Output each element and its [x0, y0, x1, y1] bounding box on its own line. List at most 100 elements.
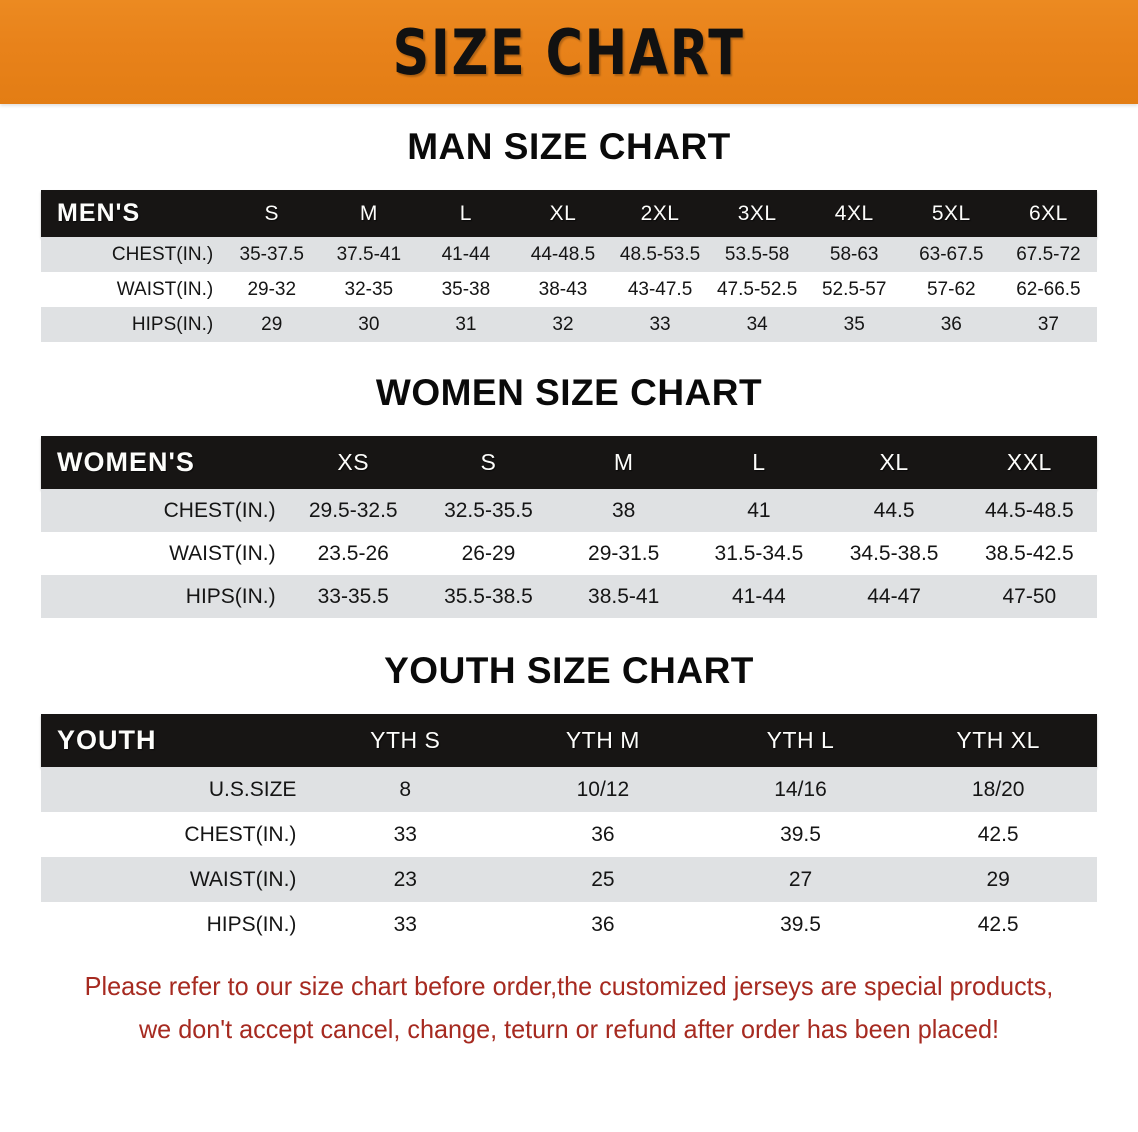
man-measure-value: 53.5-58 [724, 243, 790, 265]
women-measure-value: 38.5-42.5 [984, 541, 1074, 565]
table-row: WAIST(IN.) 23 25 27 29 [41, 857, 1097, 902]
women-measure-value: 38.5-41 [588, 584, 660, 608]
youth-measure-value: 27 [788, 867, 813, 891]
women-row-header-label: WOMEN'S [57, 447, 195, 477]
man-section-title: MAN SIZE CHART [407, 126, 731, 167]
table-row: CHEST(IN.) 29.5-32.5 32.5-35.5 38 41 44.5 44.5… [41, 489, 1097, 532]
man-header-row: MEN'S S M L XL 2XL 3XL 4XL 5XL 6XL [41, 190, 1097, 237]
youth-measure-value: 39.5 [780, 912, 821, 936]
table-row: WAIST(IN.) 29-32 32-35 35-38 38-43 43-47.5 47.… [41, 272, 1097, 307]
disclaimer-line-2: we don't accept cancel, change, teturn o… [138, 1013, 1000, 1044]
table-row: CHEST(IN.) 33 36 39.5 42.5 [41, 812, 1097, 857]
women-measure-value: 23.5-26 [317, 541, 389, 565]
youth-measure-value: 14/16 [774, 777, 827, 801]
youth-measure-value: 36 [591, 822, 615, 846]
man-measure-label: HIPS(IN.) [131, 313, 214, 335]
man-measure-value: 58-63 [829, 243, 879, 265]
youth-section-title: YOUTH SIZE CHART [384, 650, 754, 691]
youth-measure-value: 33 [393, 912, 417, 936]
man-measure-value: 30 [358, 313, 380, 335]
man-measure-label: WAIST(IN.) [116, 278, 214, 300]
page-title: SIZE CHART [393, 15, 745, 89]
women-measure-value: 29.5-32.5 [308, 498, 398, 522]
women-measure-value: 33-35.5 [317, 584, 389, 608]
women-measure-value: 38 [611, 498, 636, 522]
women-measure-value: 41-44 [732, 584, 786, 608]
man-size-column-header: 2XL [640, 201, 680, 225]
youth-measure-label: WAIST(IN.) [189, 867, 297, 891]
youth-table-head: YOUTH YTH S YTH M YTH L YTH XL [41, 714, 1097, 767]
youth-table-body: U.S.SIZE 8 10/12 14/16 18/20 CHEST(IN.) 33 36 39… [41, 767, 1097, 947]
women-measure-value: 35.5-38.5 [444, 584, 533, 608]
youth-measure-value: 25 [591, 867, 615, 891]
man-size-column-header: 4XL [834, 201, 874, 225]
man-size-table: MEN'S S M L XL 2XL 3XL 4XL 5XL 6XL CHEST(IN.) 35-3… [41, 190, 1097, 342]
youth-measure-label: U.S.SIZE [208, 777, 297, 801]
man-size-column-header: 3XL [737, 201, 777, 225]
youth-row-header-label: YOUTH [57, 725, 157, 755]
women-measure-value: 34.5-38.5 [849, 541, 939, 565]
man-measure-value: 52.5-57 [821, 278, 887, 300]
table-row: CHEST(IN.) 35-37.5 37.5-41 41-44 44-48.5 48.5… [41, 237, 1097, 272]
man-measure-value: 44-48.5 [530, 243, 596, 265]
man-measure-label: CHEST(IN.) [111, 243, 214, 265]
man-measure-value: 41-44 [441, 243, 491, 265]
youth-header-row: YOUTH YTH S YTH M YTH L YTH XL [41, 714, 1097, 767]
women-size-chart: WOMEN'S XS S M L XL XXL CHEST(IN.) 29.5-32.5 32.… [41, 436, 1097, 618]
women-measure-value: 47-50 [1002, 584, 1057, 608]
man-size-column-header: 5XL [931, 201, 971, 225]
man-table-body: CHEST(IN.) 35-37.5 37.5-41 41-44 44-48.5 48.5… [41, 237, 1097, 342]
man-measure-value: 31 [455, 313, 477, 335]
women-measure-value: 44-47 [867, 584, 921, 608]
youth-size-column-header: YTH XL [956, 727, 1040, 753]
youth-measure-value: 42.5 [977, 822, 1019, 846]
youth-size-column-header: YTH L [766, 727, 835, 753]
man-measure-value: 63-67.5 [919, 243, 984, 265]
man-row-header-label: MEN'S [57, 199, 141, 227]
youth-size-chart: YOUTH YTH S YTH M YTH L YTH XL U.S.SIZE 8 10/1… [41, 714, 1097, 947]
man-size-column-header: L [459, 201, 472, 225]
man-table-head: MEN'S S M L XL 2XL 3XL 4XL 5XL 6XL [41, 190, 1097, 237]
page-banner: SIZE CHART [0, 0, 1138, 104]
youth-measure-value: 42.5 [977, 912, 1019, 936]
women-size-table: WOMEN'S XS S M L XL XXL CHEST(IN.) 29.5-32.5 32.… [41, 436, 1097, 618]
man-measure-value: 62-66.5 [1016, 278, 1081, 300]
youth-measure-value: 39.5 [780, 822, 821, 846]
youth-measure-value: 36 [591, 912, 615, 936]
man-size-chart: MEN'S S M L XL 2XL 3XL 4XL 5XL 6XL CHEST(IN.) 35-3… [41, 190, 1097, 342]
women-size-column-header: XXL [1006, 449, 1052, 475]
youth-measure-value: 23 [393, 867, 417, 891]
man-measure-value: 35-37.5 [239, 243, 304, 265]
man-measure-value: 32-35 [344, 278, 394, 300]
women-size-column-header: XS [337, 449, 370, 475]
youth-measure-label: HIPS(IN.) [206, 912, 297, 936]
man-measure-value: 32 [552, 313, 574, 335]
women-size-column-header: M [613, 449, 634, 475]
women-section-title: WOMEN SIZE CHART [375, 372, 763, 413]
man-size-column-header: XL [549, 201, 577, 225]
women-header-row: WOMEN'S XS S M L XL XXL [41, 436, 1097, 489]
table-row: HIPS(IN.) 33 36 39.5 42.5 [41, 902, 1097, 947]
women-size-column-header: L [752, 449, 766, 475]
table-row: HIPS(IN.) 29 30 31 32 33 34 35 36 37 [41, 307, 1097, 342]
women-table-head: WOMEN'S XS S M L XL XXL [41, 436, 1097, 489]
man-size-column-header: S [264, 201, 279, 225]
women-size-column-header: S [480, 449, 497, 475]
youth-measure-label: CHEST(IN.) [184, 822, 297, 846]
women-measure-value: 29-31.5 [588, 541, 660, 565]
man-measure-value: 36 [940, 313, 962, 335]
man-measure-value: 29-32 [247, 278, 297, 300]
man-measure-value: 47.5-52.5 [716, 278, 798, 300]
man-measure-value: 43-47.5 [627, 278, 693, 300]
women-size-column-header: XL [879, 449, 909, 475]
man-measure-value: 35 [843, 313, 865, 335]
man-size-column-header: 6XL [1028, 201, 1068, 225]
man-measure-value: 33 [649, 313, 671, 335]
women-measure-value: 44.5-48.5 [984, 498, 1074, 522]
man-measure-value: 37.5-41 [336, 243, 402, 265]
women-measure-value: 32.5-35.5 [444, 498, 533, 522]
man-size-column-header: M [359, 201, 378, 225]
youth-measure-value: 33 [393, 822, 417, 846]
man-measure-value: 35-38 [441, 278, 491, 300]
women-measure-value: 41 [747, 498, 771, 522]
